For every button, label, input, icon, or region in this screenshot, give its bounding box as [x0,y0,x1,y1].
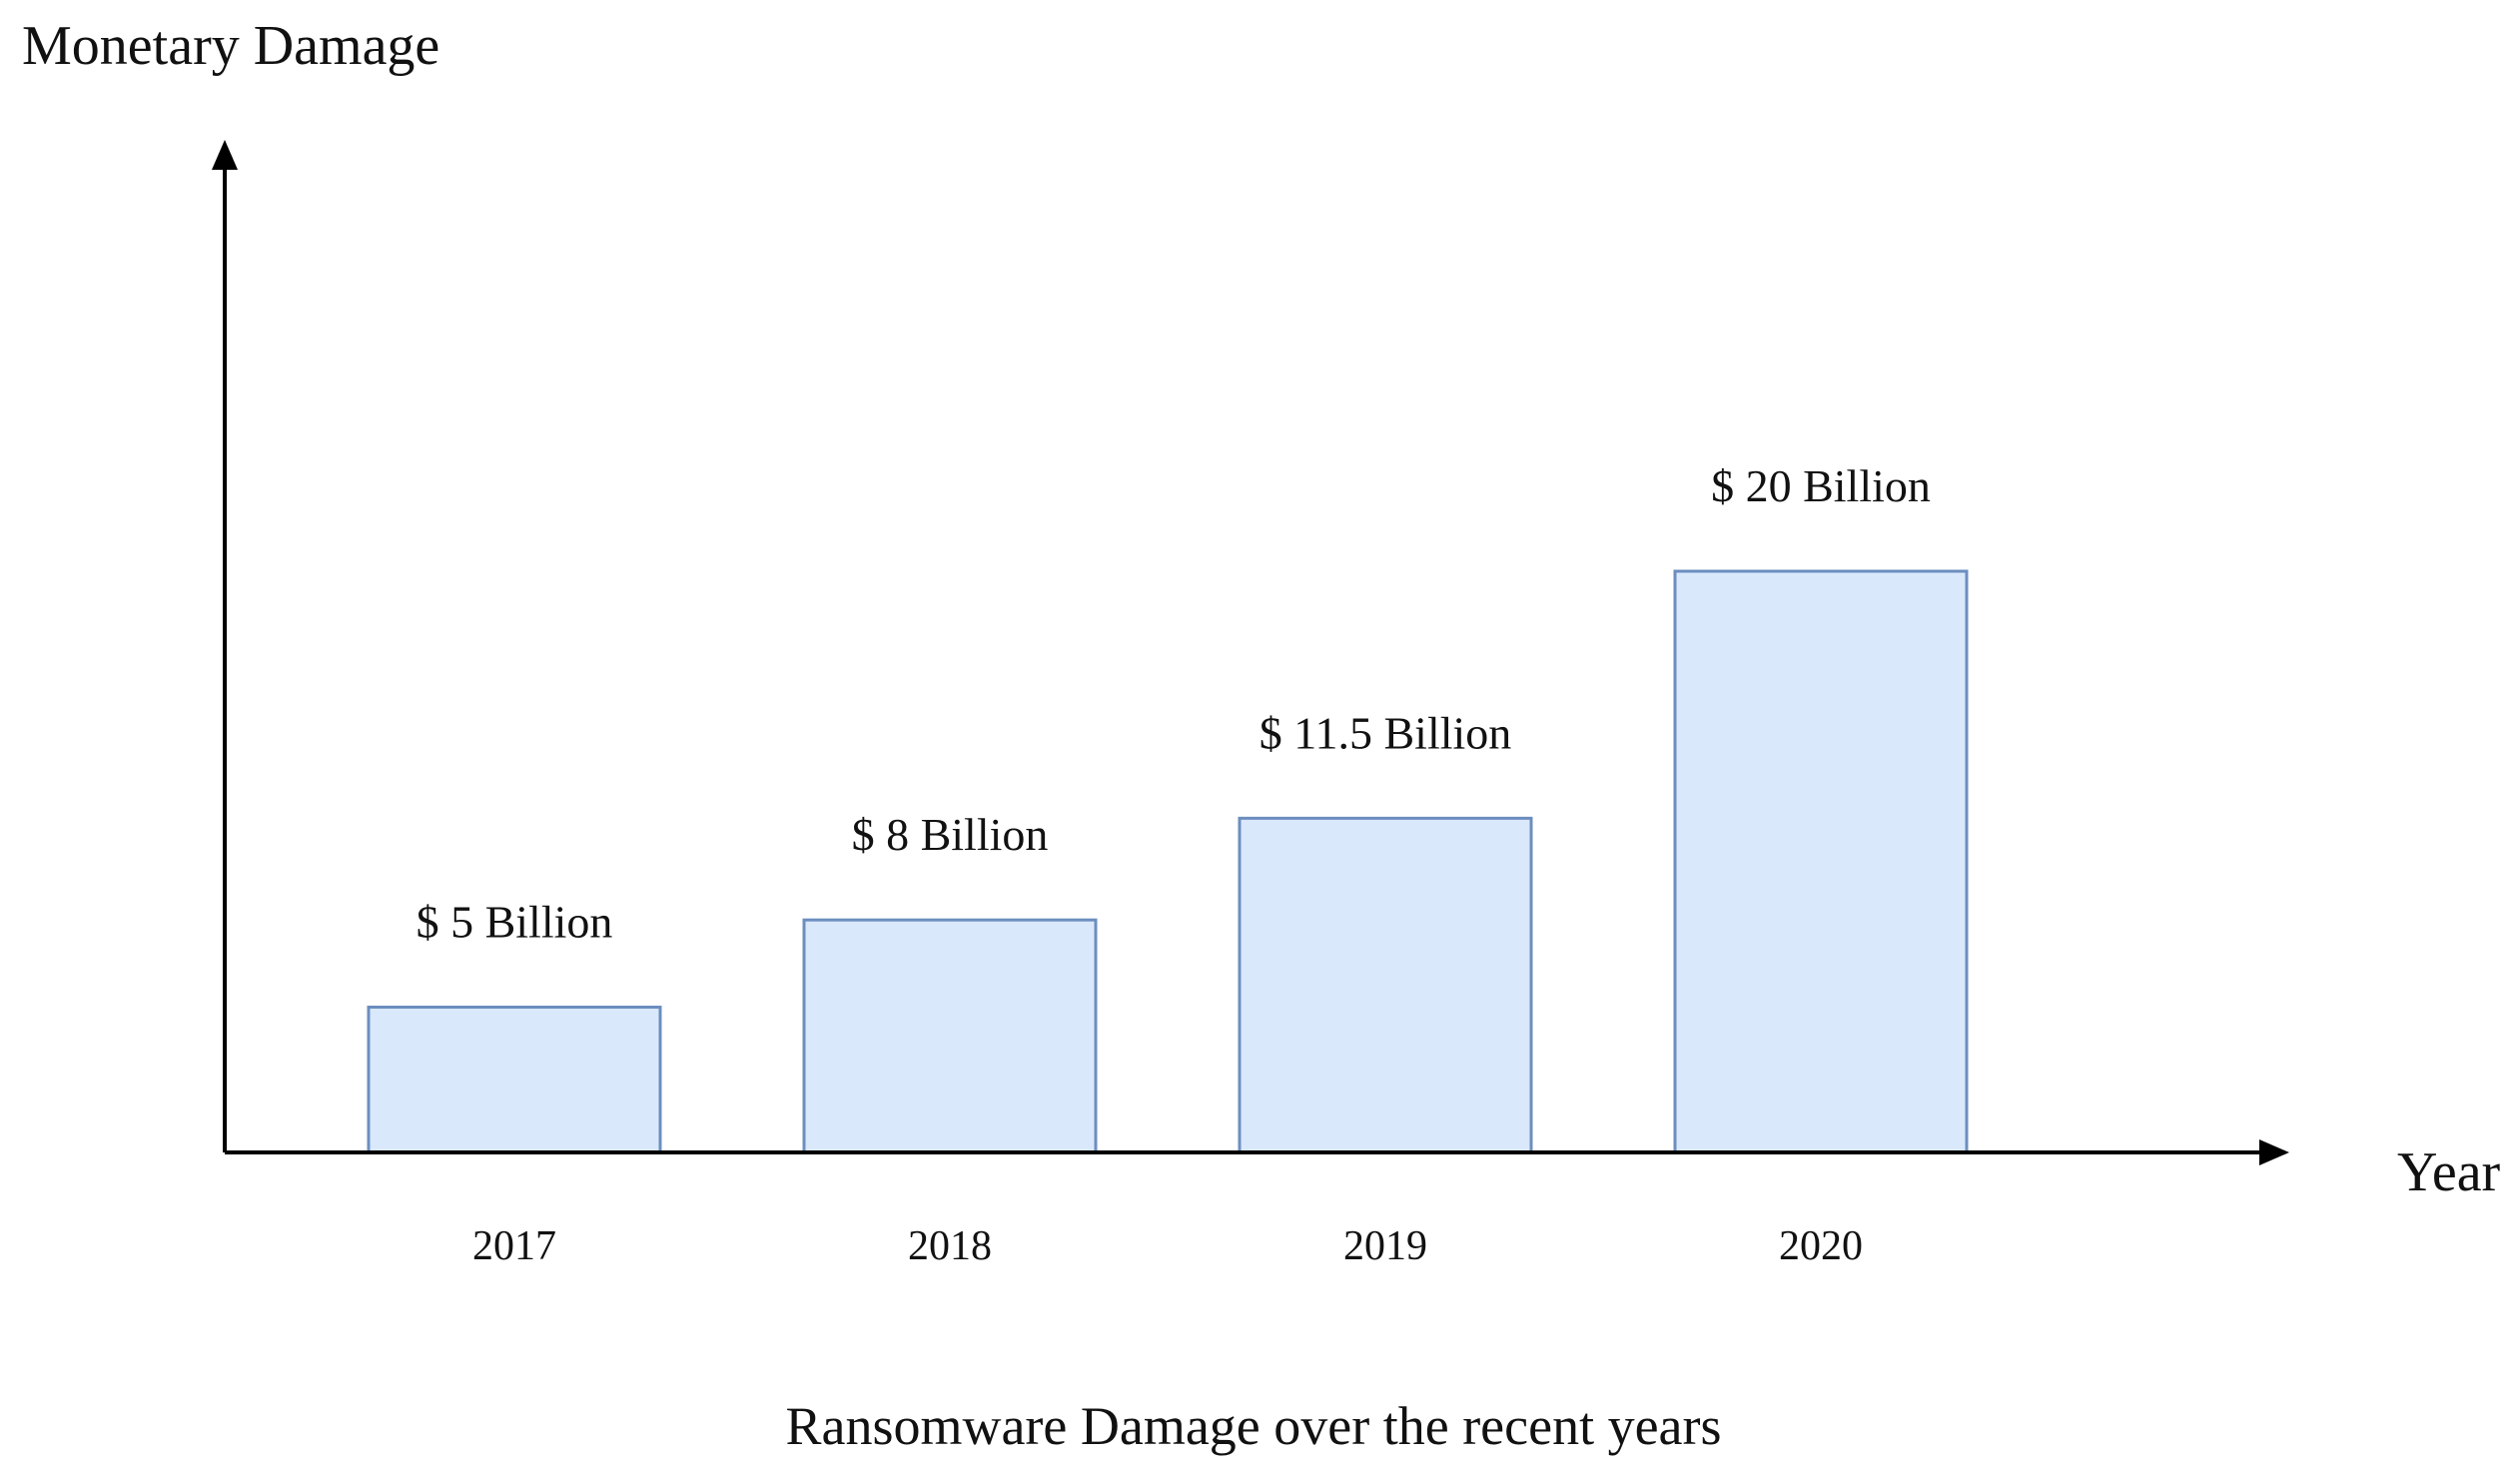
bar-2019 [1238,816,1533,1154]
x-tick-label-2020: 2020 [1779,1223,1863,1269]
x-tick-label-2018: 2018 [908,1223,992,1269]
y-axis-title: Monetary Damage [22,15,439,77]
axes-layer [212,140,2289,1165]
chart-title: Ransomware Damage over the recent years [785,1396,1721,1456]
bar-2017 [367,1006,662,1154]
data-label-2019: $ 11.5 Billion [1260,707,1512,758]
bar-2018 [802,918,1098,1154]
x-tick-label-2017: 2017 [472,1223,556,1269]
data-label-2020: $ 20 Billion [1711,460,1931,511]
x-axis-title: Year [2397,1141,2501,1203]
bar-2020 [1673,569,1969,1154]
x-tick-label-2019: 2019 [1343,1223,1427,1269]
data-label-2018: $ 8 Billion [852,809,1049,860]
bars-layer [367,569,1969,1154]
y-axis-arrow-icon [212,140,238,170]
labels-layer: $ 5 Billion 2017 $ 8 Billion 2018 $ 11.5 Bil… [417,460,1931,1269]
data-label-2017: $ 5 Billion [417,897,613,948]
x-axis-arrow-icon [2259,1139,2289,1165]
